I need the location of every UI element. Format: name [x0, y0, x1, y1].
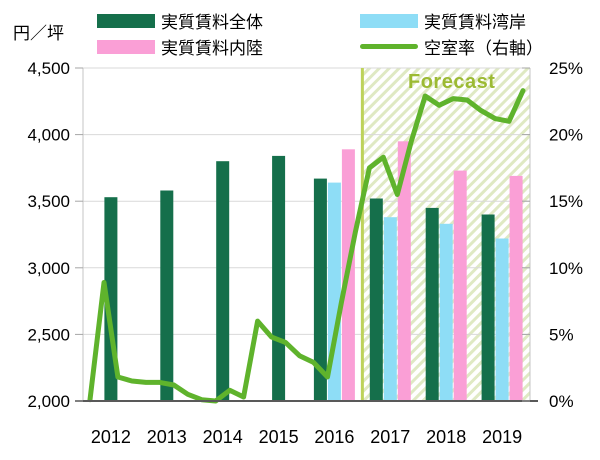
x-axis-label-2012: 2012 [91, 427, 131, 447]
left-axis-title: 円／坪 [13, 24, 64, 43]
legend-label-overall: 実質賃料全体 [161, 13, 263, 32]
legend-label-inland: 実質賃料内陸 [161, 39, 263, 58]
forecast-label: Forecast [408, 71, 496, 93]
x-axis-label-2015: 2015 [259, 427, 299, 447]
legend-item-overall: 実質賃料全体 [97, 8, 263, 33]
legend-item-vacancy: 空室率（右軸） [360, 34, 543, 59]
legend-label-bay: 実質賃料湾岸 [424, 13, 526, 32]
vacancy-rate-line [87, 88, 526, 404]
legend-item-bay: 実質賃料湾岸 [360, 8, 526, 33]
legend-swatch-bay [360, 13, 418, 28]
bar-inland-2019 [509, 175, 523, 401]
left-axis-tick-label: 4,500 [27, 59, 70, 78]
legend-label-vacancy: 空室率（右軸） [424, 39, 543, 58]
bar-inland-2017 [397, 141, 411, 402]
right-axis-tick-label: 10% [549, 259, 583, 278]
bar-overall-2018 [425, 207, 439, 401]
bar-inland-2018 [453, 170, 467, 401]
bar-overall-2014 [216, 161, 230, 401]
x-axis-label-2019: 2019 [482, 427, 522, 447]
x-axis-label-2014: 2014 [203, 427, 243, 447]
bar-overall-2016 [313, 178, 327, 401]
left-axis-tick-label: 4,000 [27, 126, 70, 145]
legend-swatch-overall [97, 13, 155, 28]
right-axis-tick-label: 20% [549, 126, 583, 145]
left-axis-tick-label: 2,000 [27, 392, 70, 411]
bar-bay-2018 [439, 223, 453, 401]
x-axis-label-2018: 2018 [426, 427, 466, 447]
bar-bay-2017 [383, 217, 397, 401]
right-axis-tick-label: 0% [549, 392, 574, 411]
legend-swatch-inland [97, 39, 155, 54]
left-axis-tick-label: 3,500 [27, 192, 70, 211]
bar-overall-2013 [160, 190, 174, 401]
right-axis-tick-label: 5% [549, 325, 574, 344]
x-axis-label-2016: 2016 [314, 427, 354, 447]
left-axis-tick-label: 2,500 [27, 325, 70, 344]
right-axis-tick-label: 15% [549, 192, 583, 211]
bar-overall-2015 [272, 155, 286, 401]
x-axis-label-2013: 2013 [147, 427, 187, 447]
x-axis-label-2017: 2017 [370, 427, 410, 447]
legend-swatch-vacancy-line [360, 44, 418, 49]
bar-overall-2019 [481, 214, 495, 401]
bar-bay-2019 [495, 238, 509, 401]
right-axis-tick-label: 25% [549, 59, 583, 78]
bar-overall-2017 [369, 198, 383, 401]
legend-item-inland: 実質賃料内陸 [97, 34, 263, 59]
left-axis-tick-label: 3,000 [27, 259, 70, 278]
